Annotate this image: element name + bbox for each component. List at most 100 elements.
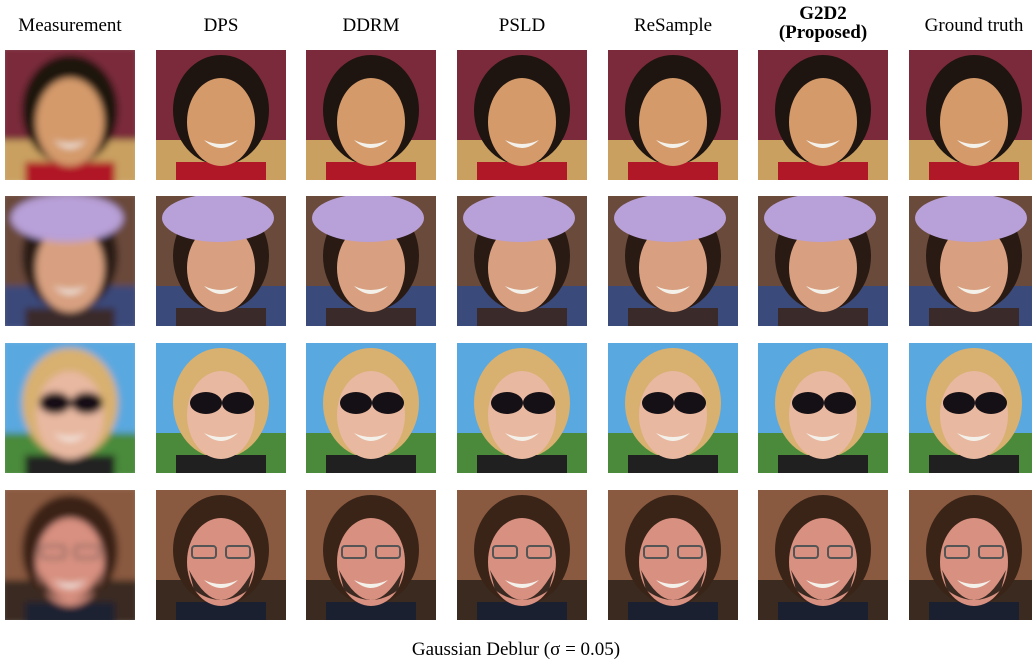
sunglasses bbox=[975, 392, 1007, 414]
smile bbox=[53, 433, 87, 441]
photo bbox=[758, 490, 888, 620]
shirt bbox=[477, 455, 567, 473]
shirt bbox=[929, 455, 1019, 473]
face bbox=[36, 224, 104, 312]
caption: Gaussian Deblur (σ = 0.05) bbox=[412, 639, 620, 660]
photo bbox=[608, 343, 738, 473]
face bbox=[488, 224, 556, 312]
shirt bbox=[176, 308, 266, 326]
photo bbox=[306, 343, 436, 473]
smile bbox=[354, 286, 388, 294]
smile bbox=[354, 433, 388, 441]
face bbox=[36, 371, 104, 459]
smile bbox=[204, 286, 238, 294]
sunglasses bbox=[674, 392, 706, 414]
hat bbox=[11, 196, 123, 242]
shirt bbox=[176, 455, 266, 473]
photo-content bbox=[306, 490, 436, 620]
smile bbox=[806, 286, 840, 294]
photo-content bbox=[608, 343, 738, 473]
face bbox=[940, 371, 1008, 459]
face bbox=[337, 371, 405, 459]
beard bbox=[942, 570, 1006, 600]
beard bbox=[38, 570, 102, 600]
face bbox=[337, 224, 405, 312]
photo-content bbox=[608, 196, 738, 326]
photo bbox=[909, 196, 1032, 326]
photo-content bbox=[457, 343, 587, 473]
shirt bbox=[326, 162, 416, 180]
photo-content bbox=[156, 343, 286, 473]
photo-content bbox=[608, 490, 738, 620]
smile bbox=[505, 140, 539, 148]
smile bbox=[53, 580, 87, 588]
face bbox=[789, 78, 857, 166]
shirt bbox=[778, 308, 868, 326]
photo-content bbox=[909, 490, 1032, 620]
photo bbox=[909, 490, 1032, 620]
smile bbox=[656, 140, 690, 148]
beard bbox=[189, 570, 253, 600]
shirt bbox=[326, 455, 416, 473]
photo-content bbox=[758, 50, 888, 180]
smile bbox=[656, 580, 690, 588]
face bbox=[639, 78, 707, 166]
photo-content bbox=[758, 490, 888, 620]
glasses bbox=[225, 545, 251, 559]
shirt bbox=[929, 602, 1019, 620]
photo bbox=[457, 196, 587, 326]
photo-content bbox=[909, 196, 1032, 326]
hat bbox=[463, 196, 575, 242]
glasses bbox=[677, 545, 703, 559]
sunglasses bbox=[491, 392, 523, 414]
smile bbox=[957, 286, 991, 294]
sunglasses bbox=[523, 392, 555, 414]
smile bbox=[354, 580, 388, 588]
photo bbox=[758, 343, 888, 473]
smile bbox=[505, 286, 539, 294]
shirt bbox=[25, 455, 115, 473]
photo-content bbox=[156, 50, 286, 180]
face bbox=[639, 371, 707, 459]
photo-content bbox=[608, 50, 738, 180]
face bbox=[639, 518, 707, 606]
photo bbox=[156, 490, 286, 620]
face bbox=[940, 78, 1008, 166]
glasses bbox=[492, 545, 518, 559]
sunglasses bbox=[190, 392, 222, 414]
face bbox=[187, 518, 255, 606]
column-header: G2D2 bbox=[799, 3, 847, 24]
photo bbox=[5, 490, 135, 620]
smile bbox=[204, 140, 238, 148]
photo-content bbox=[306, 343, 436, 473]
smile bbox=[806, 140, 840, 148]
shirt bbox=[326, 308, 416, 326]
hat bbox=[614, 196, 726, 242]
column-header: Measurement bbox=[18, 15, 122, 36]
column-header: Ground truth bbox=[925, 15, 1024, 36]
face bbox=[187, 224, 255, 312]
shirt bbox=[778, 602, 868, 620]
photo bbox=[758, 50, 888, 180]
photo bbox=[909, 50, 1032, 180]
shirt bbox=[778, 162, 868, 180]
shirt bbox=[25, 308, 115, 326]
column-subheader: (Proposed) bbox=[779, 22, 867, 43]
photo-content bbox=[306, 50, 436, 180]
sunglasses bbox=[71, 392, 103, 414]
shirt bbox=[477, 602, 567, 620]
hat bbox=[162, 196, 274, 242]
face bbox=[639, 224, 707, 312]
smile bbox=[656, 286, 690, 294]
glasses bbox=[827, 545, 853, 559]
beard bbox=[791, 570, 855, 600]
photo bbox=[608, 50, 738, 180]
smile bbox=[204, 580, 238, 588]
face bbox=[488, 78, 556, 166]
face bbox=[187, 371, 255, 459]
shirt bbox=[176, 162, 266, 180]
smile bbox=[505, 433, 539, 441]
shirt bbox=[628, 455, 718, 473]
shirt bbox=[628, 602, 718, 620]
face bbox=[940, 224, 1008, 312]
